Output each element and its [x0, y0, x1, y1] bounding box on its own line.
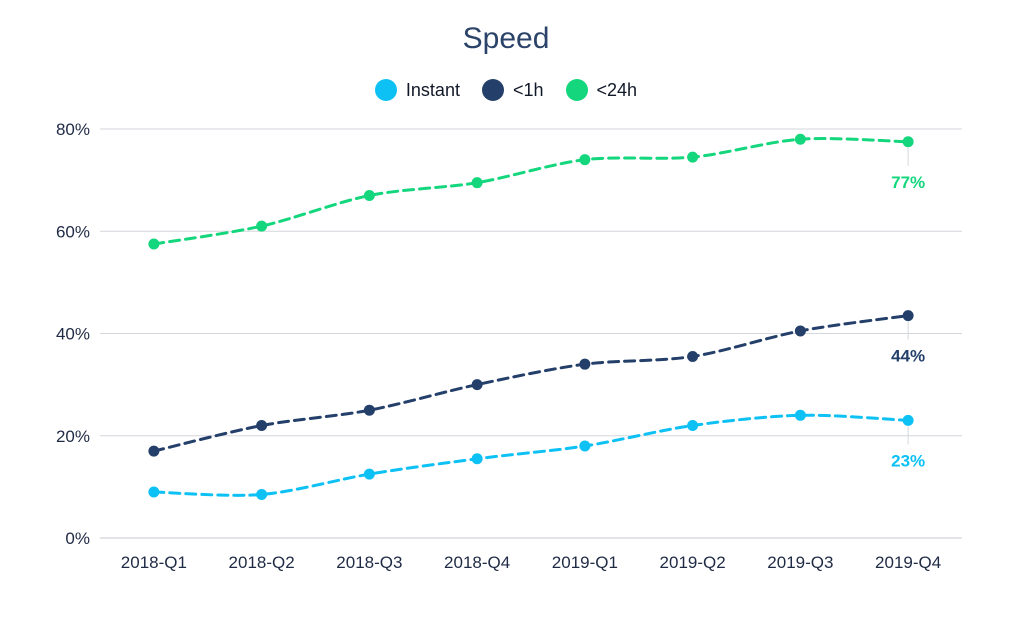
point-instant-6[interactable] — [794, 409, 806, 421]
point-instant-4[interactable] — [579, 440, 591, 452]
legend-item-lt1h[interactable]: <1h — [481, 79, 544, 101]
point-instant-2[interactable] — [363, 468, 375, 480]
point-lt24h-4[interactable] — [579, 154, 591, 166]
point-lt1h-5[interactable] — [687, 351, 699, 363]
point-instant-7[interactable] — [902, 414, 914, 426]
point-instant-1[interactable] — [256, 489, 268, 501]
point-lt1h-2[interactable] — [363, 404, 375, 416]
point-lt24h-2[interactable] — [363, 189, 375, 201]
chart-title: Speed — [462, 22, 550, 55]
x-tick-label-1: 2018-Q2 — [229, 553, 295, 572]
x-tick-label-4: 2019-Q1 — [552, 553, 618, 572]
x-tick-label-0: 2018-Q1 — [121, 553, 187, 572]
x-tick-label-3: 2018-Q4 — [444, 553, 510, 572]
y-tick-label-2: 40% — [56, 325, 90, 344]
point-lt1h-0[interactable] — [148, 445, 160, 457]
end-label-lt1h: 44% — [891, 347, 925, 366]
legend-label-instant: Instant — [405, 79, 460, 100]
y-tick-label-0: 0% — [65, 529, 90, 548]
x-tick-label-5: 2019-Q2 — [660, 553, 726, 572]
series-line-lt24h — [152, 137, 910, 246]
legend-item-lt24h[interactable]: <24h — [565, 79, 638, 101]
point-lt1h-4[interactable] — [579, 358, 591, 370]
point-lt24h-5[interactable] — [687, 151, 699, 163]
point-lt1h-1[interactable] — [256, 420, 268, 432]
legend: Instant <1h <24h — [0, 76, 1012, 104]
series-line-lt1h — [152, 314, 910, 453]
point-lt1h-3[interactable] — [471, 379, 483, 391]
point-instant-5[interactable] — [687, 420, 699, 432]
y-tick-label-1: 20% — [56, 427, 90, 446]
point-lt1h-6[interactable] — [794, 325, 806, 337]
legend-label-lt1h: <1h — [512, 79, 544, 100]
y-tick-label-4: 80% — [56, 120, 90, 139]
point-lt24h-7[interactable] — [902, 136, 914, 148]
end-label-lt24h: 77% — [891, 173, 925, 192]
point-instant-3[interactable] — [471, 453, 483, 465]
x-tick-label-6: 2019-Q3 — [767, 553, 833, 572]
point-lt24h-0[interactable] — [148, 238, 160, 250]
x-tick-label-7: 2019-Q4 — [875, 553, 941, 572]
point-lt24h-1[interactable] — [256, 220, 268, 232]
series-line-instant — [152, 413, 910, 497]
legend-swatch-instant — [374, 79, 397, 101]
legend-item-instant[interactable]: Instant — [374, 79, 460, 101]
x-tick-label-2: 2018-Q3 — [336, 553, 402, 572]
legend-swatch-lt1h — [481, 79, 504, 101]
point-lt24h-6[interactable] — [794, 133, 806, 145]
point-lt24h-3[interactable] — [471, 177, 483, 189]
point-lt1h-7[interactable] — [902, 310, 914, 322]
point-instant-0[interactable] — [148, 486, 160, 498]
legend-label-lt24h: <24h — [596, 79, 638, 100]
end-label-instant: 23% — [891, 451, 925, 470]
legend-swatch-lt24h — [565, 79, 588, 101]
y-tick-label-3: 60% — [56, 222, 90, 241]
